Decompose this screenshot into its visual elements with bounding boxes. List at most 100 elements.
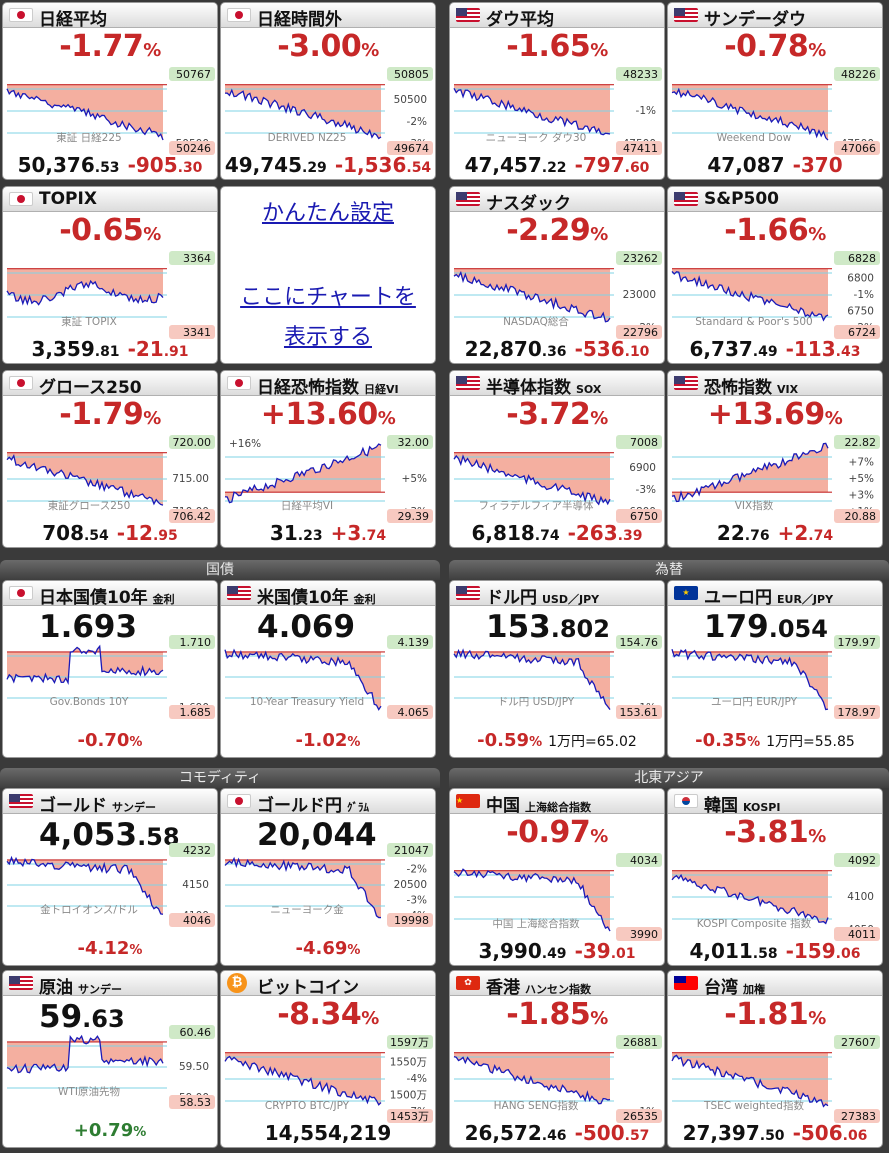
current-value-int: 59 bbox=[39, 999, 83, 1035]
market-tile-gold[interactable]: ゴールドサンデー4,053.58金トロイオンス/ドル-1%41504100423… bbox=[2, 788, 218, 966]
low-tag: 6724 bbox=[834, 325, 880, 339]
market-tile-nasdaq[interactable]: ナスダック-2.29%NASDAQ総合-1%23000-2%2326222796… bbox=[449, 186, 665, 364]
tile-name: 台湾 加権 bbox=[704, 973, 765, 998]
market-tile-n225[interactable]: 日経平均-1.77%東証 日経2255100050500507675024650… bbox=[2, 2, 218, 180]
point-change-int: -797 bbox=[574, 153, 625, 177]
market-tile-growth[interactable]: グロース250-1.79%東証グロース250720.00715.00710.00… bbox=[2, 370, 218, 548]
tile-name-text: 香港 bbox=[486, 978, 520, 998]
percent-unit: % bbox=[377, 408, 396, 429]
current-value: 179.054 bbox=[704, 609, 828, 645]
chart-watermark: フィラデルフィア半導体 bbox=[478, 499, 594, 512]
market-tile-n225night[interactable]: 日経時間外-3.00%DERIVED NZ255100050500-2%-3%5… bbox=[220, 2, 436, 180]
market-tile-sundow[interactable]: サンデーダウ-0.78%Weekend Dow48000475004822647… bbox=[667, 2, 883, 180]
price-line bbox=[453, 270, 611, 323]
price-int: 49,745 bbox=[224, 153, 302, 177]
change-percent-value: -0.78 bbox=[724, 29, 809, 64]
flag-icon-jp bbox=[227, 794, 251, 808]
market-tile-btc[interactable]: ₿ビットコイン-8.34%CRYPTO BTC/JPY-1%1550万-4%15… bbox=[220, 970, 436, 1148]
current-value-dec: .63 bbox=[82, 1005, 125, 1033]
tile-name: ゴールド サンデー bbox=[39, 791, 156, 816]
chart-watermark: 中国 上海総合指数 bbox=[492, 917, 580, 930]
tile-name-text: 韓国 bbox=[704, 796, 738, 816]
market-tile-vix[interactable]: 恐怖指数VIX+13.69%VIX指数+10%+7%+5%+3%+1%22.82… bbox=[667, 370, 883, 548]
price-line bbox=[6, 855, 164, 915]
point-change: +2.74 bbox=[778, 521, 834, 545]
percent-unit: % bbox=[129, 735, 143, 750]
percent-unit: % bbox=[143, 224, 161, 245]
mini-chart-svg: Standard & Poor's 50068506800-1%6750-2%6… bbox=[671, 251, 880, 339]
chart-watermark: 東証 日経225 bbox=[56, 131, 121, 144]
tile-header: サンデーダウ bbox=[668, 3, 882, 30]
axis-label: 50500 bbox=[394, 94, 427, 106]
tile-name-text: 中国 bbox=[486, 796, 520, 816]
tile-name: 日経恐怖指数 日経VI bbox=[257, 373, 399, 398]
current-value: 4,053.58 bbox=[39, 817, 180, 853]
low-tag: 4011 bbox=[834, 927, 880, 941]
low-tag: 4046 bbox=[169, 913, 215, 927]
price-footer: 47,087 -370 bbox=[668, 153, 882, 177]
chart-fill bbox=[672, 649, 828, 710]
low-tag: 27383 bbox=[834, 1109, 880, 1123]
column-divider bbox=[440, 0, 449, 1153]
price-line bbox=[671, 648, 829, 711]
tile-name: ドル円 USD／JPY bbox=[486, 583, 599, 608]
tile-name-text: ユーロ円 bbox=[704, 588, 772, 608]
market-tile-nkvi[interactable]: 日経恐怖指数日経VI+13.60%日経平均VI+10%+5%+3%32.0029… bbox=[220, 370, 436, 548]
tile-subname: ハンセン指数 bbox=[525, 983, 591, 996]
price-dec: .49 bbox=[752, 344, 778, 360]
show-chart-link-line2[interactable]: 表示する bbox=[283, 325, 372, 350]
show-chart-link-line1[interactable]: ここにチャートを bbox=[240, 285, 416, 310]
price-int: 26,572 bbox=[464, 1121, 542, 1145]
market-tile-goldjpy[interactable]: ゴールド円ｸﾞﾗﾑ20,044ニューヨーク金-1%-2%20500-3%-4%2… bbox=[220, 788, 436, 966]
mini-chart: CRYPTO BTC/JPY-1%1550万-4%1500万-7%1597万14… bbox=[224, 1035, 433, 1123]
tile-header: 台湾 加権 bbox=[668, 971, 882, 998]
change-percent: -1.02% bbox=[221, 730, 435, 751]
axis-label: -3% bbox=[636, 484, 656, 496]
easy-settings-link[interactable]: かんたん設定 bbox=[261, 201, 394, 226]
tile-header: ゴールド サンデー bbox=[3, 789, 217, 816]
high-tag: 48233 bbox=[616, 67, 662, 81]
point-change: -797.60 bbox=[575, 153, 650, 177]
price-footer: 49,745.29 -1,536.54 bbox=[221, 153, 435, 177]
low-tag-value: 178.97 bbox=[838, 706, 877, 719]
low-tag: 4.065 bbox=[387, 705, 433, 719]
market-tile-sox[interactable]: 半導体指数SOX-3.72%フィラデルフィア半導体-2%6900-3%68007… bbox=[449, 370, 665, 548]
tile-header: ✿ 香港 ハンセン指数 bbox=[450, 971, 664, 998]
change-percent: -0.78% bbox=[668, 29, 882, 64]
high-tag-value: 26881 bbox=[623, 1036, 658, 1049]
current-value-int: 179 bbox=[704, 609, 769, 645]
change-percent: -8.34% bbox=[221, 997, 435, 1032]
low-tag-value: 47411 bbox=[623, 142, 658, 155]
axis-label: 6900 bbox=[629, 462, 656, 474]
point-change-dec: .74 bbox=[361, 528, 387, 544]
point-change-int: -113 bbox=[785, 337, 836, 361]
price-dec: .50 bbox=[759, 1128, 785, 1144]
percent-unit: % bbox=[808, 1008, 826, 1029]
price-int: 3,359 bbox=[31, 337, 95, 361]
high-tag: 4.139 bbox=[387, 635, 433, 649]
low-tag: 3341 bbox=[169, 325, 215, 339]
current-value: 153.802 bbox=[486, 609, 610, 645]
market-tile-oil[interactable]: 原油サンデー59.63WTI原油先物60.0059.5059.0060.4658… bbox=[2, 970, 218, 1148]
low-tag-value: 22796 bbox=[623, 326, 658, 339]
market-tile-sp500[interactable]: S&P500-1.66%Standard & Poor's 5006850680… bbox=[667, 186, 883, 364]
price-line bbox=[6, 1034, 164, 1074]
high-tag-value: 21047 bbox=[394, 844, 429, 857]
mini-chart: Standard & Poor's 50068506800-1%6750-2%6… bbox=[671, 251, 880, 339]
point-change: -536.10 bbox=[575, 337, 650, 361]
market-tile-topix[interactable]: TOPIX-0.65%東証 TOPIX3350336433413,359.81-… bbox=[2, 186, 218, 364]
chart-fill bbox=[672, 84, 828, 141]
price-footer: 708.54 -12.95 bbox=[3, 521, 217, 545]
market-tile-dow[interactable]: ダウ平均-1.65%ニューヨーク ダウ3048000-1%47500482334… bbox=[449, 2, 665, 180]
